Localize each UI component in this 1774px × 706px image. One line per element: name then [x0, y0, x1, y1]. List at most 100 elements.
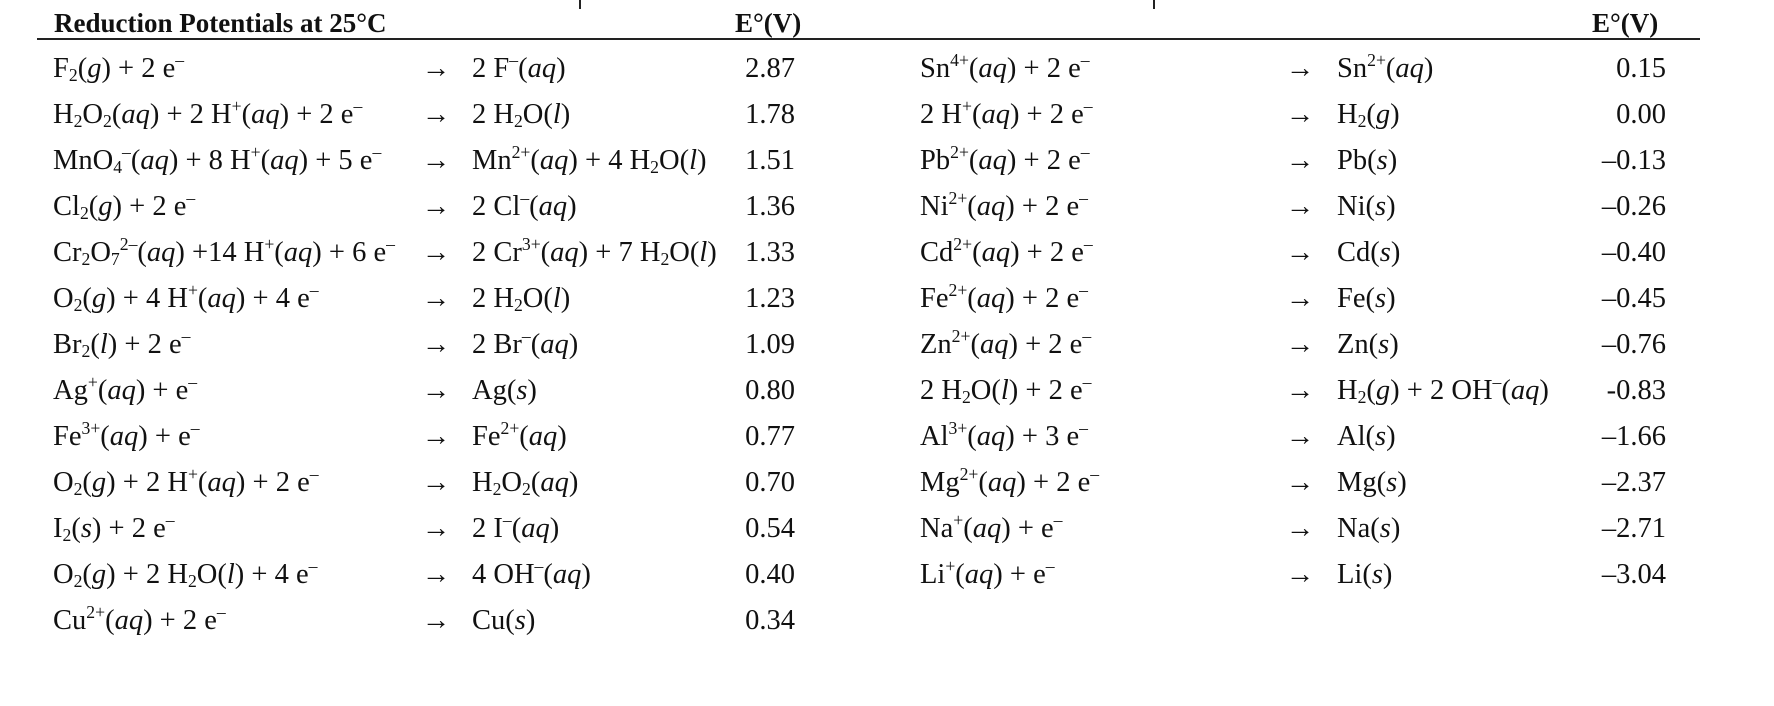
reactants-cell: Cu2+(aq) + 2 e– — [53, 602, 226, 636]
reaction-arrow-icon: → — [421, 145, 451, 176]
table-row: Mg2+(aq) + 2 e– → Mg(s) –2.37 — [0, 460, 1774, 506]
reactants-cell: Cd2+(aq) + 2 e– — [920, 234, 1093, 268]
reactants-cell: O2(g) + 4 H+(aq) + 4 e– — [53, 280, 319, 315]
reaction-arrow-icon: → — [421, 467, 451, 498]
table-row: Fe2+(aq) + 2 e– → Fe(s) –0.45 — [0, 276, 1774, 322]
table-row: Ag+(aq) + e– → Ag(s) 0.80 — [0, 368, 900, 414]
table-row: O2(g) + 4 H+(aq) + 4 e– → 2 H2O(l) 1.23 — [0, 276, 900, 322]
reaction-arrow-icon: → — [1285, 145, 1315, 176]
potential-value: 0.80 — [745, 375, 795, 406]
products-cell: H2(g) + 2 OH–(aq) — [1337, 372, 1549, 407]
potential-value: 0.54 — [745, 513, 795, 544]
products-cell: 2 I–(aq) — [472, 510, 560, 544]
table-row: Zn2+(aq) + 2 e– → Zn(s) –0.76 — [0, 322, 1774, 368]
reactants-cell: Li+(aq) + e– — [920, 556, 1055, 590]
potential-value: 0.40 — [745, 559, 795, 590]
top-tick-mark — [579, 0, 581, 9]
potential-value: –1.66 — [1601, 421, 1666, 452]
products-cell: Fe2+(aq) — [472, 418, 567, 452]
reaction-arrow-icon: → — [421, 237, 451, 268]
reactants-cell: H2O2(aq) + 2 H+(aq) + 2 e– — [53, 96, 363, 131]
potential-value: –3.04 — [1601, 559, 1666, 590]
reaction-arrow-icon: → — [1285, 421, 1315, 452]
reactants-cell: 2 H+(aq) + 2 e– — [920, 96, 1093, 130]
table-row: 2 H+(aq) + 2 e– → H2(g) 0.00 — [0, 92, 1774, 138]
products-cell: 2 Br–(aq) — [472, 326, 579, 360]
potential-value: –2.71 — [1601, 513, 1666, 544]
table-row: Cr2O72–(aq) +14 H+(aq) + 6 e– → 2 Cr3+(aq)… — [0, 230, 900, 276]
top-tick-mark — [1153, 0, 1155, 9]
reactants-cell: Al3+(aq) + 3 e– — [920, 418, 1088, 452]
reactants-cell: Cr2O72–(aq) +14 H+(aq) + 6 e– — [53, 234, 395, 269]
products-cell: Zn(s) — [1337, 329, 1399, 360]
products-cell: Cu(s) — [472, 605, 536, 636]
table-row: Cd2+(aq) + 2 e– → Cd(s) –0.40 — [0, 230, 1774, 276]
reactants-cell: I2(s) + 2 e– — [53, 510, 175, 545]
potential-value: 1.36 — [745, 191, 795, 222]
reactants-cell: Ag+(aq) + e– — [53, 372, 198, 406]
products-cell: H2O2(aq) — [472, 467, 579, 499]
products-cell: Sn2+(aq) — [1337, 50, 1434, 84]
table-row: O2(g) + 2 H+(aq) + 2 e– → H2O2(aq) 0.70 — [0, 460, 900, 506]
reactants-cell: O2(g) + 2 H+(aq) + 2 e– — [53, 464, 319, 499]
reaction-arrow-icon: → — [421, 191, 451, 222]
table-row: Pb2+(aq) + 2 e– → Pb(s) –0.13 — [0, 138, 1774, 184]
products-cell: 2 F–(aq) — [472, 50, 566, 84]
reactants-cell: Zn2+(aq) + 2 e– — [920, 326, 1092, 360]
table-row: Al3+(aq) + 3 e– → Al(s) –1.66 — [0, 414, 1774, 460]
table-row: MnO4–(aq) + 8 H+(aq) + 5 e– → Mn2+(aq) + 4… — [0, 138, 900, 184]
potential-value: 1.33 — [745, 237, 795, 268]
reaction-arrow-icon: → — [421, 375, 451, 406]
potential-value: 0.00 — [1616, 99, 1666, 130]
products-cell: Ni(s) — [1337, 191, 1396, 222]
products-cell: H2(g) — [1337, 99, 1400, 131]
reactants-cell: Na+(aq) + e– — [920, 510, 1063, 544]
potential-value: 2.87 — [745, 53, 795, 84]
reactants-cell: Cl2(g) + 2 e– — [53, 188, 196, 223]
potential-value: –0.13 — [1601, 145, 1666, 176]
reaction-arrow-icon: → — [421, 559, 451, 590]
reaction-arrow-icon: → — [421, 605, 451, 636]
reactants-cell: F2(g) + 2 e– — [53, 50, 185, 85]
reaction-arrow-icon: → — [1285, 375, 1315, 406]
reaction-arrow-icon: → — [1285, 53, 1315, 84]
table-row: Na+(aq) + e– → Na(s) –2.71 — [0, 506, 1774, 552]
reaction-arrow-icon: → — [1285, 559, 1315, 590]
potential-value: 1.09 — [745, 329, 795, 360]
table-row: H2O2(aq) + 2 H+(aq) + 2 e– → 2 H2O(l) 1.78 — [0, 92, 900, 138]
table-title: Reduction Potentials at 25°C — [54, 8, 387, 38]
reaction-arrow-icon: → — [1285, 283, 1315, 314]
reaction-arrow-icon: → — [421, 99, 451, 130]
reaction-arrow-icon: → — [1285, 513, 1315, 544]
potential-value: –0.40 — [1601, 237, 1666, 268]
right-column: Sn4+(aq) + 2 e– → Sn2+(aq) 0.15 2 H+(aq) + 2… — [0, 46, 1774, 598]
table-row: Ni2+(aq) + 2 e– → Ni(s) –0.26 — [0, 184, 1774, 230]
potential-value: 1.51 — [745, 145, 795, 176]
reactants-cell: MnO4–(aq) + 8 H+(aq) + 5 e– — [53, 142, 382, 177]
table-row: I2(s) + 2 e– → 2 I–(aq) 0.54 — [0, 506, 900, 552]
potential-value: 1.23 — [745, 283, 795, 314]
products-cell: 4 OH–(aq) — [472, 556, 591, 590]
reaction-arrow-icon: → — [1285, 191, 1315, 222]
header-rule — [37, 38, 1700, 40]
products-cell: Pb(s) — [1337, 145, 1398, 176]
reactants-cell: Br2(l) + 2 e– — [53, 326, 191, 361]
potential-value: 0.70 — [745, 467, 795, 498]
products-cell: Al(s) — [1337, 421, 1396, 452]
products-cell: 2 H2O(l) — [472, 283, 571, 315]
reactants-cell: Fe2+(aq) + 2 e– — [920, 280, 1088, 314]
potential-value: –2.37 — [1601, 467, 1666, 498]
products-cell: Mn2+(aq) + 4 H2O(l) — [472, 142, 707, 177]
products-cell: 2 H2O(l) — [472, 99, 571, 131]
reactants-cell: O2(g) + 2 H2O(l) + 4 e– — [53, 556, 318, 591]
table-row: Fe3+(aq) + e– → Fe2+(aq) 0.77 — [0, 414, 900, 460]
reactants-cell: Ni2+(aq) + 2 e– — [920, 188, 1088, 222]
table-row: Sn4+(aq) + 2 e– → Sn2+(aq) 0.15 — [0, 46, 1774, 92]
reaction-arrow-icon: → — [421, 513, 451, 544]
reaction-arrow-icon: → — [1285, 237, 1315, 268]
products-cell: Cd(s) — [1337, 237, 1401, 268]
table-row: Li+(aq) + e– → Li(s) –3.04 — [0, 552, 1774, 598]
products-cell: 2 Cl–(aq) — [472, 188, 577, 222]
reaction-arrow-icon: → — [421, 329, 451, 360]
